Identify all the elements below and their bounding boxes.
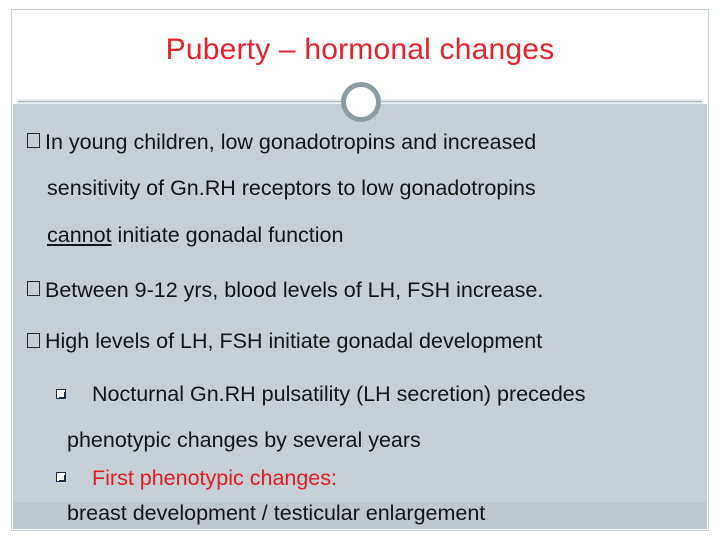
content-panel [13,104,707,529]
bullet-1-line-2: sensitivity of Gn.RH receptors to low go… [47,176,536,200]
sub-bullet-1-line-1: Nocturnal Gn.RH pulsatility (LH secretio… [92,382,586,406]
slide-title: Puberty – hormonal changes [165,33,555,66]
checkbox-bullet-icon [27,333,40,348]
checkbox-bullet-icon [27,281,40,296]
q-checkbox-bullet-icon [56,472,66,482]
q-checkbox-bullet-icon [56,389,66,399]
sub-bullet-1-line-2: phenotypic changes by several years [67,428,421,452]
bullet-2: Between 9-12 yrs, blood levels of LH, FS… [45,278,544,302]
bullet-1-line-3-rest: initiate gonadal function [111,223,344,247]
checkbox-bullet-icon [27,133,40,148]
emphasis-cannot: cannot [47,223,112,247]
sub-bullet-2-line-1: First phenotypic changes: [92,466,337,490]
ring-icon [341,82,381,122]
bullet-1-line-1: In young children, low gonadotropins and… [45,130,537,154]
bullet-3: High levels of LH, FSH initiate gonadal … [45,329,543,353]
bullet-1-line-3: cannot initiate gonadal function [47,222,343,248]
content-panel-footer [13,502,707,529]
sub-bullet-2-line-2: breast development / testicular enlargem… [67,501,486,525]
